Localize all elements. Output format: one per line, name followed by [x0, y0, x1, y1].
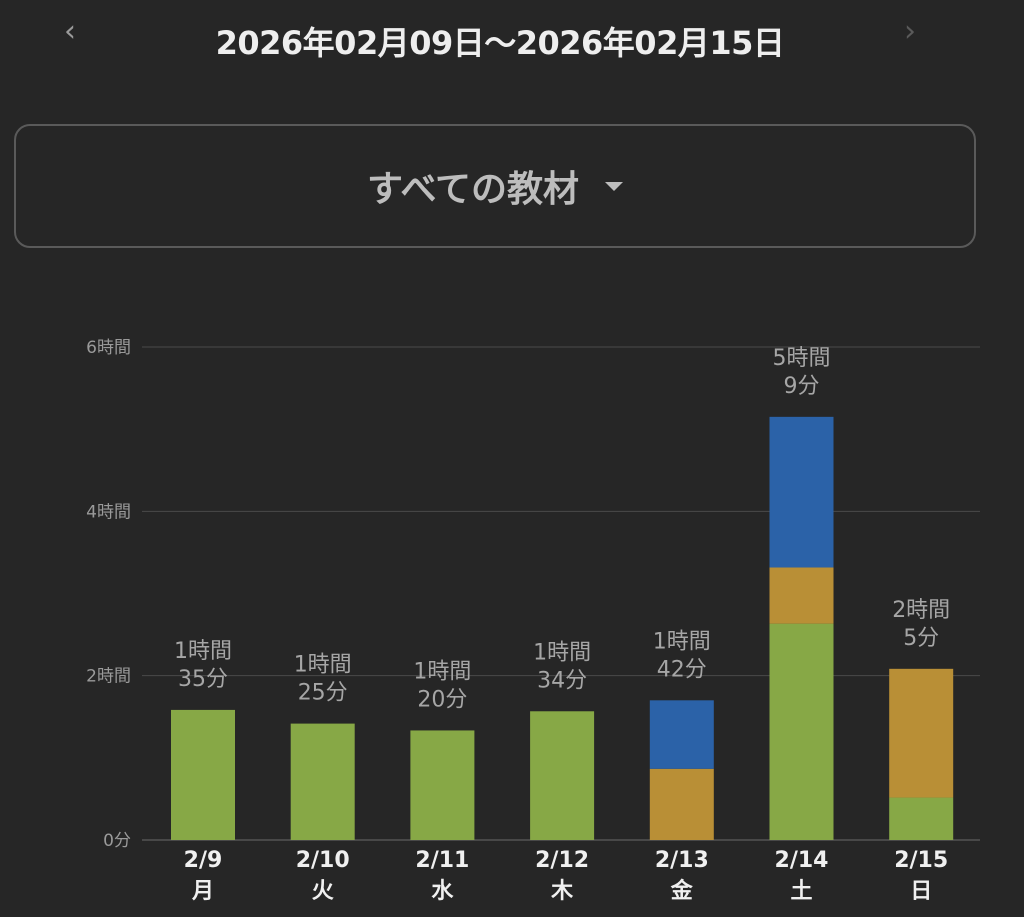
bar-segment-green: [171, 709, 235, 840]
x-tick-date: 2/13: [655, 848, 709, 873]
date-range-title: 2026年02月09日〜2026年02月15日: [215, 24, 785, 62]
total-label-hours: 1時間: [174, 639, 232, 664]
x-tick-date: 2/11: [415, 848, 469, 873]
total-label-minutes: 5分: [903, 626, 939, 651]
total-label-minutes: 34分: [537, 668, 587, 693]
bar-segment-orange: [769, 567, 834, 624]
x-tick-weekday: 金: [670, 878, 694, 904]
total-label-minutes: 9分: [784, 374, 820, 399]
x-tick-weekday: 木: [550, 879, 574, 904]
total-label-minutes: 25分: [298, 681, 348, 706]
x-tick-weekday: 水: [431, 879, 454, 904]
total-label-minutes: 42分: [657, 657, 707, 682]
bar-segment-green: [530, 711, 595, 840]
previous-week-button[interactable]: ‹: [64, 14, 76, 49]
y-tick-label: 0分: [103, 831, 131, 851]
bar-segment-orange: [649, 768, 714, 840]
bar-segment-blue: [649, 700, 714, 769]
bar-segment-green: [290, 723, 355, 840]
next-week-button[interactable]: ›: [904, 14, 916, 49]
x-tick-date: 2/10: [296, 848, 350, 873]
x-tick-date: 2/9: [184, 848, 223, 873]
material-filter-dropdown[interactable]: すべての教材: [14, 124, 976, 248]
total-label-hours: 1時間: [413, 659, 471, 684]
x-tick-weekday: 火: [312, 879, 334, 904]
total-label-minutes: 35分: [178, 667, 228, 692]
bar-segment-blue: [769, 416, 834, 568]
total-label-minutes: 20分: [417, 687, 467, 712]
total-label-hours: 2時間: [892, 598, 950, 623]
x-tick-weekday: 土: [790, 879, 812, 904]
x-tick-date: 2/12: [535, 848, 589, 873]
total-label-hours: 5時間: [773, 346, 831, 371]
caret-down-icon: [605, 181, 624, 191]
material-filter-label: すべての教材: [366, 169, 580, 210]
total-label-hours: 1時間: [533, 640, 591, 665]
bar-segment-green: [889, 797, 954, 840]
total-label-hours: 1時間: [294, 653, 352, 678]
x-tick-date: 2/14: [775, 848, 829, 873]
x-tick-date: 2/15: [894, 848, 948, 873]
bar-segment-green: [769, 623, 834, 840]
y-tick-label: 2時間: [86, 667, 131, 687]
x-tick-weekday: 日: [910, 879, 932, 904]
total-label-hours: 1時間: [653, 629, 711, 654]
y-tick-label: 6時間: [86, 338, 131, 358]
x-tick-weekday: 月: [191, 879, 214, 904]
bar-segment-green: [410, 730, 475, 840]
y-tick-label: 4時間: [86, 502, 131, 522]
bar-segment-orange: [889, 668, 954, 798]
